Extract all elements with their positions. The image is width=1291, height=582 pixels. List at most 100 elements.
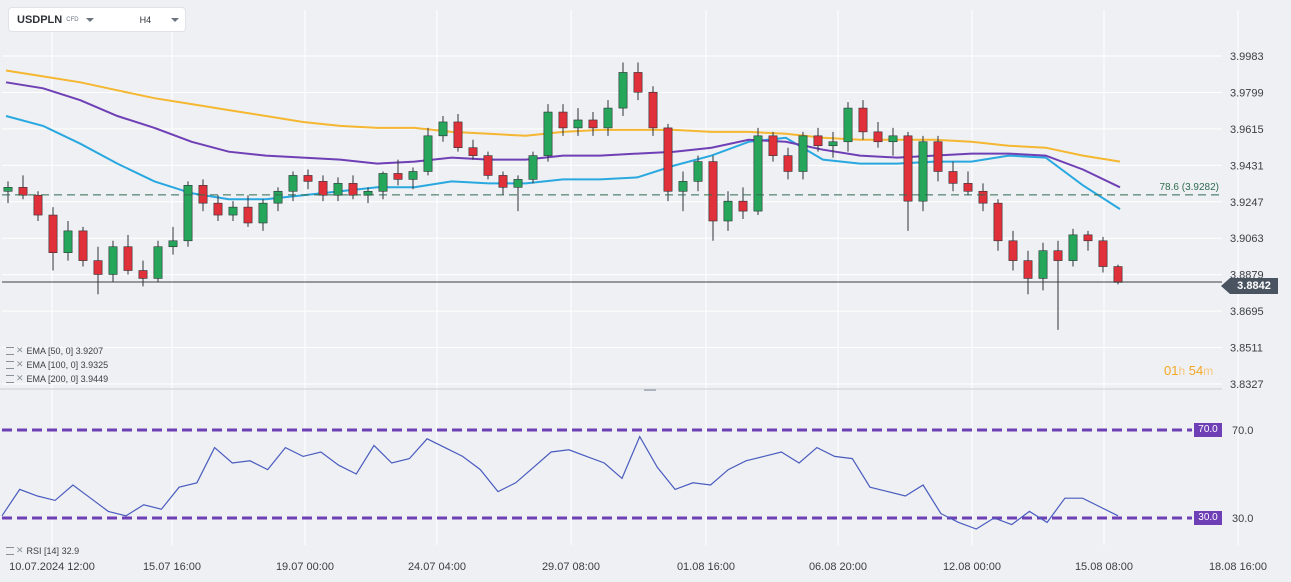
candle-body [603, 107, 613, 129]
candle-body [498, 175, 508, 188]
candle [108, 240, 118, 283]
symbol-name[interactable]: USDPLN [17, 13, 63, 26]
candle [933, 135, 943, 182]
candle [978, 183, 988, 212]
chevron-down-icon[interactable] [171, 17, 180, 22]
price-tag-arrow [1221, 278, 1230, 294]
candle [1053, 240, 1063, 330]
candle [18, 175, 28, 200]
candle-body [183, 185, 193, 242]
candle-body [798, 135, 808, 172]
candle-body [513, 179, 523, 188]
candle-body [423, 135, 433, 172]
candle-body [438, 121, 448, 137]
candle [783, 147, 793, 180]
candle [888, 127, 898, 156]
pane-resize-handle[interactable] [644, 389, 656, 391]
rsi-tick-label: 70.0 [1232, 425, 1253, 437]
candle [498, 171, 508, 196]
annotations: 78.6 (3.9282) [2, 182, 1222, 283]
indicator-legend-rsi[interactable]: ✕ RSI [14] 32.9 [6, 545, 79, 556]
candle-body [273, 190, 283, 204]
candle [288, 171, 298, 202]
candle-body [978, 190, 988, 204]
rsi-level-70-tag: 70.0 [1194, 423, 1222, 437]
close-icon[interactable]: ✕ [16, 373, 24, 383]
candle [588, 112, 598, 136]
candle-body [468, 147, 478, 156]
candle-body [243, 206, 253, 224]
indicator-legend-ema100[interactable]: ✕ EMA [100, 0] 3.9325 [6, 359, 108, 370]
candle-body [108, 246, 118, 275]
candle [258, 199, 268, 231]
candle [153, 240, 163, 283]
price-tick-label: 3.9247 [1230, 197, 1264, 209]
candle-body [888, 135, 898, 143]
candle-body [333, 183, 343, 196]
candle-body [873, 131, 883, 143]
settings-icon[interactable] [6, 374, 14, 383]
candle [393, 159, 403, 186]
indicator-legend-ema50[interactable]: ✕ EMA [50, 0] 3.9207 [6, 345, 103, 356]
chevron-down-icon[interactable] [85, 17, 94, 22]
timeframe-selector[interactable]: H4 [139, 14, 152, 25]
settings-icon[interactable] [6, 346, 14, 355]
candle-body [543, 111, 553, 156]
candle-body [678, 181, 688, 192]
candle-body [78, 230, 88, 261]
close-icon[interactable]: ✕ [16, 345, 24, 355]
candle-body [813, 135, 823, 147]
candle-body [318, 181, 328, 196]
candle-body [1038, 250, 1048, 279]
indicator-legend-ema200[interactable]: ✕ EMA [200, 0] 3.9449 [6, 373, 108, 384]
candle-body [63, 230, 73, 253]
settings-icon[interactable] [6, 360, 14, 369]
time-tick-label: 01.08 16:00 [677, 561, 735, 573]
candle [798, 131, 808, 180]
indicator-label: RSI [14] 32.9 [26, 545, 80, 556]
candle-body [198, 185, 208, 204]
candle [693, 155, 703, 192]
time-tick-label: 19.07 00:00 [276, 561, 334, 573]
candle [348, 175, 358, 200]
candle [1098, 236, 1108, 273]
candle [963, 171, 973, 196]
candle-body [33, 194, 43, 216]
candle-body [993, 202, 1003, 242]
settings-icon[interactable] [6, 546, 14, 555]
time-tick-label: 18.08 16:00 [1209, 561, 1267, 573]
candle [1113, 264, 1123, 285]
candle [768, 131, 778, 162]
candles [3, 62, 1123, 330]
close-icon[interactable]: ✕ [16, 545, 24, 555]
candle-body [1023, 260, 1033, 279]
candle-body [1113, 266, 1123, 283]
candle [528, 151, 538, 184]
rsi-pane: 70.0 30.0 [1, 425, 1253, 530]
candle [873, 121, 883, 148]
close-icon[interactable]: ✕ [16, 359, 24, 369]
candle [633, 62, 643, 101]
candle-body [1068, 234, 1078, 261]
time-tick-label: 15.08 08:00 [1075, 561, 1133, 573]
candle [663, 123, 673, 202]
candle [738, 187, 748, 220]
rsi-line [1, 435, 1119, 530]
candle [93, 246, 103, 295]
symbol-selector[interactable]: USDPLN CFD H4 [9, 8, 185, 31]
candle-body [783, 155, 793, 172]
time-tick-label: 15.07 16:00 [143, 561, 201, 573]
candle [168, 226, 178, 255]
candle-body [93, 260, 103, 275]
fib-level-label: 78.6 (3.9282) [1160, 182, 1220, 193]
time-tick-label: 12.08 00:00 [943, 561, 1001, 573]
candle-countdown: 01h 54m [1164, 363, 1213, 378]
candle [753, 127, 763, 216]
candle-body [393, 173, 403, 180]
candle-body [708, 161, 718, 222]
candle [423, 127, 433, 176]
candle [303, 169, 313, 190]
candle [408, 167, 418, 190]
